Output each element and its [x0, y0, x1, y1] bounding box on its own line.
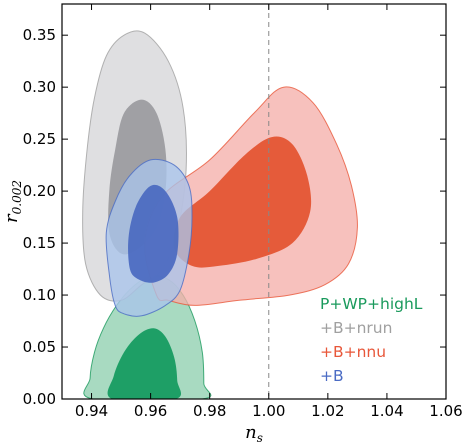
y-tick-label: 0.25: [23, 130, 56, 148]
legend: P+WP+highL +B+nrun +B+nnu +B: [320, 295, 423, 385]
y-tick-label: 0.00: [23, 390, 56, 408]
x-tick-label: 0.96: [134, 402, 167, 420]
x-tick-label: 0.98: [193, 402, 226, 420]
y-tick-label: 0.15: [23, 234, 56, 252]
y-axis-label: r0.002: [1, 180, 24, 223]
legend-entry-p-wp-highl: P+WP+highL: [320, 295, 423, 313]
x-tick-label: 0.94: [75, 402, 108, 420]
x-tick-label: 1.06: [429, 402, 462, 420]
x-tick-label: 1.02: [311, 402, 344, 420]
x-axis-ticks: 0.94 0.96 0.98 1.00 1.02 1.04 1.06: [75, 4, 463, 420]
series-b-nnu: [144, 86, 358, 306]
y-tick-label: 0.10: [23, 286, 56, 304]
y-axis-ticks: 0.00 0.05 0.10 0.15 0.20 0.25 0.30 0.35: [23, 26, 446, 408]
contour-68-b-nnu: [173, 136, 312, 268]
y-tick-label: 0.35: [23, 26, 56, 44]
y-tick-label: 0.05: [23, 338, 56, 356]
x-axis-label: ns: [245, 422, 263, 445]
legend-entry-b: +B: [320, 367, 344, 385]
series-b: [105, 158, 193, 317]
x-tick-label: 1.00: [252, 402, 285, 420]
legend-entry-b-nrun: +B+nrun: [320, 319, 392, 337]
contour-68-b: [128, 184, 179, 283]
x-tick-label: 1.04: [370, 402, 403, 420]
plot-frame: [61, 3, 447, 400]
contour-68-p-wp-highl: [107, 328, 182, 399]
contour-layer: [82, 30, 358, 399]
series-p-wp-highl: [83, 275, 212, 399]
y-tick-label: 0.30: [23, 78, 56, 96]
y-tick-label: 0.20: [23, 182, 56, 200]
legend-entry-b-nnu: +B+nnu: [320, 343, 386, 361]
